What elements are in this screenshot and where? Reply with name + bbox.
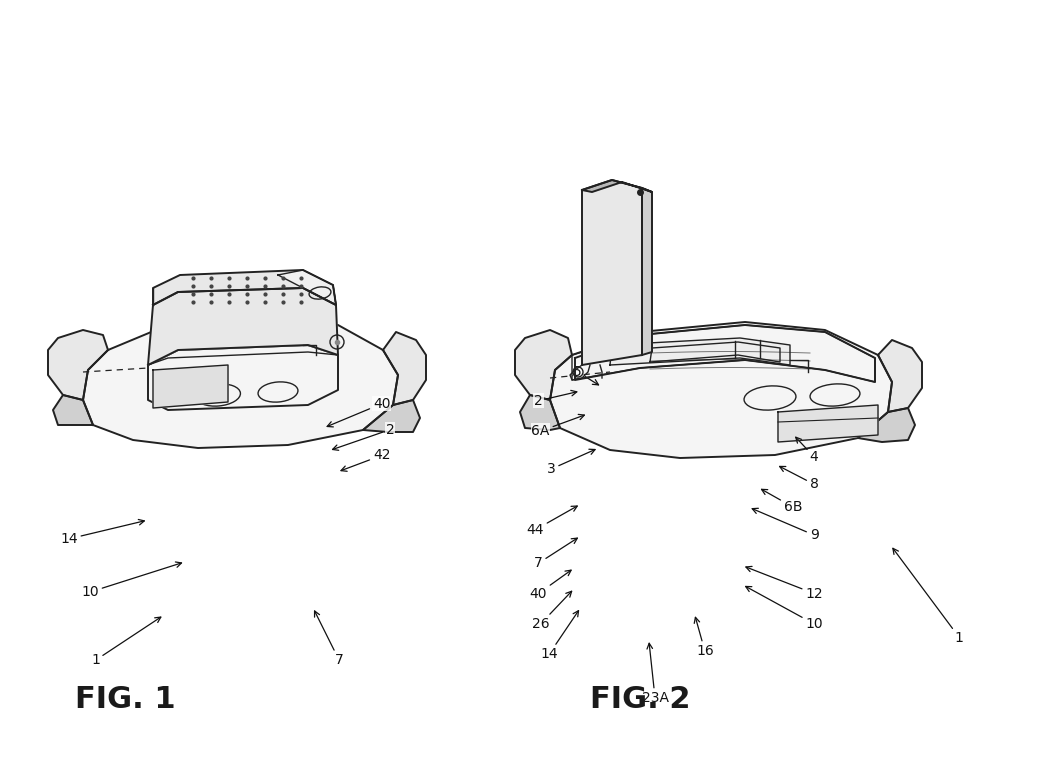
Polygon shape (778, 405, 878, 442)
Polygon shape (53, 395, 93, 425)
Polygon shape (153, 270, 336, 305)
Text: 23A: 23A (641, 643, 669, 705)
Text: 2: 2 (534, 390, 577, 408)
Text: 16: 16 (694, 617, 713, 658)
Text: 12: 12 (746, 566, 823, 600)
Polygon shape (363, 400, 420, 432)
Polygon shape (278, 270, 336, 305)
Polygon shape (582, 180, 642, 365)
Polygon shape (582, 180, 652, 192)
Text: 40: 40 (530, 570, 571, 600)
Text: 1: 1 (91, 617, 161, 667)
Polygon shape (520, 395, 560, 430)
Text: 5: 5 (573, 365, 599, 385)
Text: 10: 10 (82, 562, 181, 599)
Polygon shape (550, 322, 893, 458)
Text: 1: 1 (893, 548, 964, 644)
Text: 12: 12 (245, 357, 268, 397)
Text: FIG. 2: FIG. 2 (590, 685, 690, 714)
Polygon shape (610, 338, 790, 365)
Text: 40: 40 (328, 397, 390, 427)
Polygon shape (83, 315, 398, 448)
Polygon shape (575, 325, 874, 382)
Polygon shape (153, 365, 228, 408)
Polygon shape (148, 345, 338, 410)
Polygon shape (148, 288, 338, 365)
Text: 14: 14 (541, 611, 579, 661)
Text: 6A: 6A (531, 414, 584, 438)
Text: 44: 44 (527, 506, 578, 537)
Text: 42: 42 (341, 449, 390, 471)
Text: 7: 7 (315, 611, 343, 667)
Text: 4: 4 (796, 437, 818, 464)
Text: 14: 14 (60, 519, 144, 546)
Text: 3: 3 (547, 449, 595, 476)
Polygon shape (515, 330, 572, 400)
Polygon shape (642, 188, 652, 355)
Polygon shape (858, 408, 915, 442)
Polygon shape (878, 340, 922, 412)
Text: 10: 10 (745, 587, 823, 631)
Text: 2: 2 (333, 423, 394, 450)
Text: 7: 7 (534, 538, 578, 570)
Text: 8: 8 (779, 467, 818, 491)
Text: FIG. 1: FIG. 1 (75, 685, 176, 714)
Text: 6B: 6B (761, 490, 802, 514)
Text: 24: 24 (219, 331, 236, 370)
Polygon shape (383, 332, 426, 405)
Text: 26: 26 (532, 591, 571, 631)
Polygon shape (48, 330, 108, 400)
Text: 9: 9 (753, 509, 818, 542)
